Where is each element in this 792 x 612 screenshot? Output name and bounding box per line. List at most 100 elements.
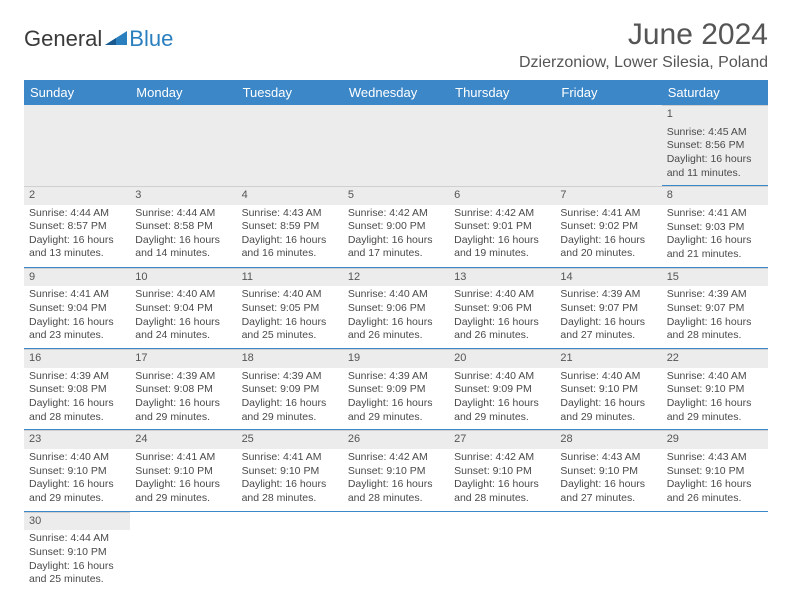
sunrise-text: Sunrise: 4:45 AM	[667, 126, 763, 140]
day-number: 13	[449, 268, 555, 287]
daylight-text-1: Daylight: 16 hours	[348, 234, 444, 248]
sunset-text: Sunset: 8:59 PM	[242, 220, 338, 234]
day-number: 1	[662, 105, 768, 124]
day-info: Sunrise: 4:40 AMSunset: 9:10 PMDaylight:…	[24, 449, 130, 511]
daylight-text-1: Daylight: 16 hours	[560, 316, 656, 330]
calendar-cell: 2Sunrise: 4:44 AMSunset: 8:57 PMDaylight…	[24, 186, 130, 267]
daylight-text-1: Daylight: 16 hours	[135, 478, 231, 492]
sunset-text: Sunset: 8:58 PM	[135, 220, 231, 234]
day-number: 2	[24, 186, 130, 205]
sunset-text: Sunset: 9:07 PM	[560, 302, 656, 316]
day-info: Sunrise: 4:41 AMSunset: 9:02 PMDaylight:…	[555, 205, 661, 267]
sunset-text: Sunset: 9:10 PM	[348, 465, 444, 479]
daylight-text-1: Daylight: 16 hours	[454, 234, 550, 248]
page-title: June 2024	[519, 18, 768, 52]
sunset-text: Sunset: 9:10 PM	[29, 546, 125, 560]
day-info: Sunrise: 4:43 AMSunset: 9:10 PMDaylight:…	[555, 449, 661, 511]
day-info: Sunrise: 4:39 AMSunset: 9:08 PMDaylight:…	[24, 368, 130, 430]
daylight-text-1: Daylight: 16 hours	[667, 234, 763, 248]
weekday-header: Wednesday	[343, 80, 449, 105]
day-number: 14	[555, 268, 661, 287]
daylight-text-2: and 29 minutes.	[135, 411, 231, 425]
daylight-text-2: and 23 minutes.	[29, 329, 125, 343]
sunrise-text: Sunrise: 4:43 AM	[560, 451, 656, 465]
daylight-text-2: and 17 minutes.	[348, 247, 444, 261]
day-info: Sunrise: 4:42 AMSunset: 9:01 PMDaylight:…	[449, 205, 555, 267]
calendar-cell: 14Sunrise: 4:39 AMSunset: 9:07 PMDayligh…	[555, 267, 661, 348]
sunrise-text: Sunrise: 4:40 AM	[667, 370, 763, 384]
day-number: 20	[449, 349, 555, 368]
weekday-header: Thursday	[449, 80, 555, 105]
day-info: Sunrise: 4:41 AMSunset: 9:03 PMDaylight:…	[662, 205, 768, 267]
daylight-text-2: and 20 minutes.	[560, 247, 656, 261]
sunset-text: Sunset: 9:10 PM	[454, 465, 550, 479]
day-number: 21	[555, 349, 661, 368]
calendar-cell: 29Sunrise: 4:43 AMSunset: 9:10 PMDayligh…	[662, 430, 768, 511]
day-info: Sunrise: 4:43 AMSunset: 8:59 PMDaylight:…	[237, 205, 343, 267]
calendar-cell: 30Sunrise: 4:44 AMSunset: 9:10 PMDayligh…	[24, 511, 130, 592]
day-info: Sunrise: 4:40 AMSunset: 9:06 PMDaylight:…	[449, 286, 555, 348]
sunrise-text: Sunrise: 4:44 AM	[135, 207, 231, 221]
calendar-cell: 27Sunrise: 4:42 AMSunset: 9:10 PMDayligh…	[449, 430, 555, 511]
day-number: 16	[24, 349, 130, 368]
calendar-week-row: 9Sunrise: 4:41 AMSunset: 9:04 PMDaylight…	[24, 267, 768, 348]
calendar-cell: 8Sunrise: 4:41 AMSunset: 9:03 PMDaylight…	[662, 186, 768, 267]
daylight-text-2: and 26 minutes.	[348, 329, 444, 343]
sunrise-text: Sunrise: 4:44 AM	[29, 207, 125, 221]
calendar-cell: 7Sunrise: 4:41 AMSunset: 9:02 PMDaylight…	[555, 186, 661, 267]
sunset-text: Sunset: 9:10 PM	[667, 465, 763, 479]
day-info: Sunrise: 4:41 AMSunset: 9:10 PMDaylight:…	[237, 449, 343, 511]
day-info: Sunrise: 4:40 AMSunset: 9:10 PMDaylight:…	[662, 368, 768, 430]
sunset-text: Sunset: 8:56 PM	[667, 139, 763, 153]
daylight-text-2: and 28 minutes.	[29, 411, 125, 425]
daylight-text-2: and 19 minutes.	[454, 247, 550, 261]
sunrise-text: Sunrise: 4:41 AM	[135, 451, 231, 465]
day-info: Sunrise: 4:42 AMSunset: 9:10 PMDaylight:…	[343, 449, 449, 511]
calendar-week-row: 16Sunrise: 4:39 AMSunset: 9:08 PMDayligh…	[24, 348, 768, 429]
sunrise-text: Sunrise: 4:41 AM	[560, 207, 656, 221]
calendar-cell: 12Sunrise: 4:40 AMSunset: 9:06 PMDayligh…	[343, 267, 449, 348]
day-number: 9	[24, 268, 130, 287]
daylight-text-2: and 28 minutes.	[454, 492, 550, 506]
day-info: Sunrise: 4:39 AMSunset: 9:07 PMDaylight:…	[662, 286, 768, 348]
daylight-text-2: and 28 minutes.	[242, 492, 338, 506]
daylight-text-2: and 29 minutes.	[29, 492, 125, 506]
sunrise-text: Sunrise: 4:40 AM	[454, 370, 550, 384]
calendar-cell: 28Sunrise: 4:43 AMSunset: 9:10 PMDayligh…	[555, 430, 661, 511]
calendar-week-row: 23Sunrise: 4:40 AMSunset: 9:10 PMDayligh…	[24, 430, 768, 511]
daylight-text-2: and 11 minutes.	[667, 167, 763, 181]
sunset-text: Sunset: 9:09 PM	[242, 383, 338, 397]
day-number: 10	[130, 268, 236, 287]
daylight-text-1: Daylight: 16 hours	[29, 234, 125, 248]
daylight-text-1: Daylight: 16 hours	[454, 478, 550, 492]
calendar-cell: 24Sunrise: 4:41 AMSunset: 9:10 PMDayligh…	[130, 430, 236, 511]
daylight-text-2: and 25 minutes.	[242, 329, 338, 343]
sunrise-text: Sunrise: 4:40 AM	[454, 288, 550, 302]
day-info: Sunrise: 4:45 AMSunset: 8:56 PMDaylight:…	[662, 124, 768, 186]
calendar-week-row: 30Sunrise: 4:44 AMSunset: 9:10 PMDayligh…	[24, 511, 768, 592]
daylight-text-2: and 27 minutes.	[560, 329, 656, 343]
daylight-text-1: Daylight: 16 hours	[667, 316, 763, 330]
sunrise-text: Sunrise: 4:39 AM	[348, 370, 444, 384]
daylight-text-1: Daylight: 16 hours	[667, 397, 763, 411]
daylight-text-1: Daylight: 16 hours	[135, 234, 231, 248]
calendar-cell: 1Sunrise: 4:45 AMSunset: 8:56 PMDaylight…	[662, 105, 768, 186]
sunrise-text: Sunrise: 4:42 AM	[348, 207, 444, 221]
calendar-cell	[24, 105, 130, 186]
weekday-header: Sunday	[24, 80, 130, 105]
daylight-text-1: Daylight: 16 hours	[667, 478, 763, 492]
day-number: 7	[555, 186, 661, 205]
day-number: 22	[662, 349, 768, 368]
sunset-text: Sunset: 9:10 PM	[135, 465, 231, 479]
day-info: Sunrise: 4:39 AMSunset: 9:09 PMDaylight:…	[237, 368, 343, 430]
daylight-text-2: and 26 minutes.	[454, 329, 550, 343]
day-info: Sunrise: 4:40 AMSunset: 9:05 PMDaylight:…	[237, 286, 343, 348]
calendar-cell: 26Sunrise: 4:42 AMSunset: 9:10 PMDayligh…	[343, 430, 449, 511]
sunset-text: Sunset: 9:10 PM	[560, 383, 656, 397]
sunset-text: Sunset: 9:10 PM	[29, 465, 125, 479]
calendar-cell	[449, 511, 555, 592]
day-number: 4	[237, 186, 343, 205]
sunrise-text: Sunrise: 4:40 AM	[560, 370, 656, 384]
sunrise-text: Sunrise: 4:42 AM	[348, 451, 444, 465]
day-number: 25	[237, 430, 343, 449]
